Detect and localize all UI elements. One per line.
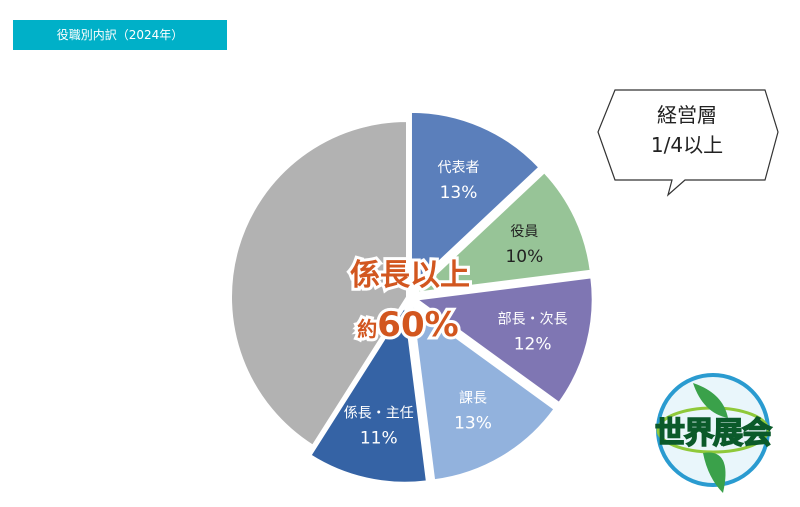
center-label-line2: 約60% — [357, 305, 458, 345]
slice-value-label: 13% — [454, 414, 492, 434]
chart-title-banner: 役職別内訳（2024年） — [13, 20, 227, 50]
pie-slice-other — [230, 119, 408, 447]
slice-label: 課長 — [459, 391, 487, 407]
center-label-line1: 係長以上 — [350, 258, 470, 293]
slice-label: 代表者 — [438, 160, 480, 176]
globe-icon — [656, 373, 770, 493]
callout-bubble — [597, 89, 779, 197]
center-prefix: 約 — [357, 317, 377, 341]
callout-line2: 1/4以上 — [650, 133, 724, 157]
pie-slice-4 — [309, 303, 428, 484]
slice-value-label: 10% — [505, 247, 543, 267]
slice-label: 役員 — [510, 224, 538, 240]
slice-label: 部長・次長 — [498, 311, 568, 327]
callout-text: 経営層 1/4以上 — [612, 100, 762, 160]
logo-text: 世界展会 — [654, 415, 773, 452]
center-value: 60% — [377, 305, 458, 345]
slice-label: 係長・主任 — [344, 406, 414, 422]
logo: 世界展会 — [633, 368, 793, 503]
pie-slice-0 — [409, 110, 541, 291]
slice-value-label: 13% — [440, 183, 478, 203]
slice-value-label: 11% — [360, 429, 398, 449]
pie-slice-3 — [410, 303, 556, 482]
pie-slice-1 — [413, 170, 592, 295]
callout-line1: 経営層 — [657, 103, 717, 127]
slice-value-label: 12% — [514, 334, 552, 354]
pie-slice-2 — [414, 276, 594, 405]
